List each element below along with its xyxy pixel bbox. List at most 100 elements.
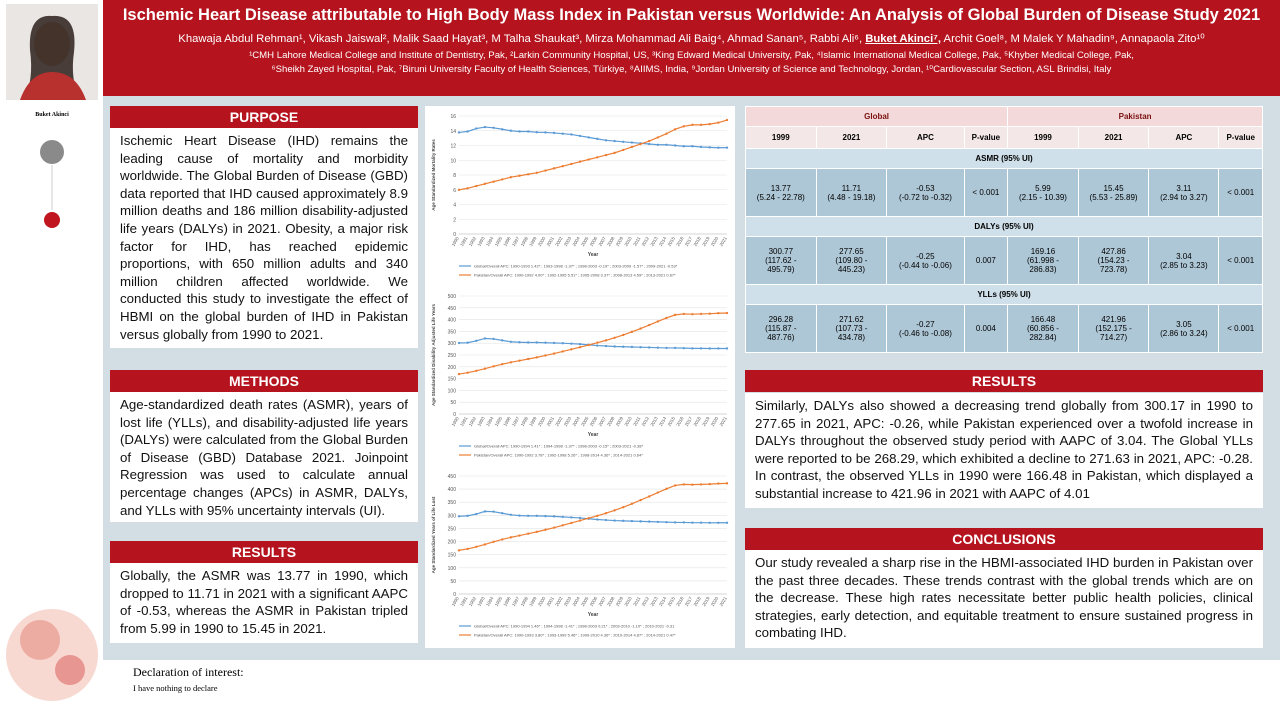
presenter-name: Buket Akinci <box>35 112 69 118</box>
table-cell: 0.007 <box>963 236 1009 285</box>
data-point <box>656 346 660 349</box>
data-point <box>604 512 608 515</box>
author: Mirza Mohammad Ali Baig⁴, <box>585 33 725 45</box>
data-point <box>596 344 599 347</box>
y-tick-label: 2 <box>453 217 456 223</box>
data-point <box>483 182 487 186</box>
x-tick-label: 2002 <box>554 236 564 248</box>
cell-line: < 0.001 <box>1227 188 1255 197</box>
x-tick-label: 2007 <box>597 236 607 248</box>
data-point <box>544 131 547 134</box>
x-tick-label: 2014 <box>658 416 668 428</box>
cell-line: 277.65 <box>839 247 864 256</box>
data-point <box>483 510 487 513</box>
cell-line: (-0.46 to -0.08) <box>898 328 952 338</box>
x-tick-label: 2020 <box>710 236 720 248</box>
x-tick-label: 1990 <box>451 236 461 248</box>
y-tick-label: 12 <box>450 144 456 150</box>
table-cell: -0.53 (-0.72 to -0.32) <box>886 168 965 217</box>
data-point <box>622 506 625 509</box>
x-tick-label: 2011 <box>632 596 641 607</box>
cell-line: -0.53 <box>916 183 935 193</box>
cell-line: (154.23 - <box>1097 256 1130 265</box>
author: Ahmad Sanan⁵, <box>727 33 807 45</box>
cell-line: (117.62 - <box>765 256 797 265</box>
cell-line: (5.53 - 25.89) <box>1089 192 1138 202</box>
x-tick-label: 2004 <box>572 416 582 428</box>
data-point <box>596 518 599 521</box>
x-tick-label: 2010 <box>623 236 633 248</box>
data-point <box>691 123 694 127</box>
data-point <box>501 512 504 515</box>
x-tick-label: 2009 <box>615 416 625 428</box>
deco-dot <box>44 212 60 228</box>
data-point <box>717 347 720 350</box>
cell-line: (-0.72 to -0.32) <box>898 192 952 202</box>
data-point <box>673 128 677 131</box>
table-cell: 300.77 (117.62 -495.79) <box>745 236 817 285</box>
series-line <box>458 482 728 551</box>
data-point <box>561 164 564 168</box>
data-point <box>526 514 530 518</box>
data-point <box>544 528 547 531</box>
column-header: APC <box>1148 126 1220 149</box>
data-point <box>578 346 582 349</box>
data-point <box>475 127 478 130</box>
data-point <box>501 363 504 366</box>
cell-line: -0.25 <box>916 251 935 261</box>
y-tick-label: 350 <box>448 329 457 335</box>
x-tick-label: 2020 <box>710 596 720 608</box>
data-point <box>561 342 564 345</box>
data-point <box>647 346 651 349</box>
section-label: ASMR (95% UI) <box>745 148 1263 169</box>
data-point <box>691 483 694 486</box>
data-point <box>708 347 711 350</box>
data-point <box>639 520 642 523</box>
data-point <box>552 167 556 170</box>
data-point <box>708 482 711 486</box>
section-heading: CONCLUSIONS <box>745 528 1263 550</box>
x-tick-label: 2015 <box>667 416 677 428</box>
table-cell: 15.45 (5.53 - 25.89) <box>1077 168 1150 217</box>
data-point <box>457 372 461 376</box>
cell-line: 271.62 <box>839 315 864 324</box>
y-tick-label: 300 <box>448 513 457 519</box>
x-tick-label: 1993 <box>476 596 486 608</box>
x-tick-label: 1992 <box>468 416 478 428</box>
data-point <box>682 521 685 524</box>
x-tick-label: 2015 <box>667 596 677 608</box>
data-point <box>699 521 703 524</box>
cell-line: 445.23) <box>837 265 865 274</box>
authors: Khawaja Abdul Rehman¹, Vikash Jaiswal², … <box>103 32 1280 45</box>
cell-line: 0.007 <box>975 256 996 265</box>
legend-label: Pakistan/Overall APC: 1990-1992 4.00* ; … <box>474 273 676 278</box>
x-tick-label: 2018 <box>693 596 703 608</box>
section-text: Age-standardized death rates (ASMR), yea… <box>110 392 418 522</box>
x-tick-label: 2007 <box>597 416 607 428</box>
x-tick-label: 1991 <box>459 596 469 608</box>
x-tick-label: 2012 <box>641 596 651 608</box>
data-point <box>457 549 461 552</box>
x-tick-label: 1992 <box>468 596 478 608</box>
data-point <box>587 517 590 520</box>
data-point <box>561 515 564 519</box>
cell-line: (4.48 - 19.18) <box>827 192 876 202</box>
table-cell: -0.25 (-0.44 to -0.06) <box>886 236 965 285</box>
data-point <box>717 482 720 485</box>
data-point <box>570 133 573 136</box>
data-point <box>518 174 521 177</box>
data-point <box>604 339 608 342</box>
data-point <box>639 327 642 330</box>
x-tick-label: 2005 <box>580 236 590 248</box>
title: Ischemic Heart Disease attributable to H… <box>122 6 1261 24</box>
y-tick-label: 10 <box>450 158 456 164</box>
data-point <box>691 521 694 524</box>
data-point <box>457 188 461 192</box>
x-tick-label: 2005 <box>580 596 590 608</box>
x-tick-label: 2019 <box>701 236 711 248</box>
x-tick-label: 1998 <box>520 416 530 428</box>
data-point <box>630 330 634 334</box>
table-cell: 3.04 (2.85 to 3.23) <box>1148 236 1220 285</box>
